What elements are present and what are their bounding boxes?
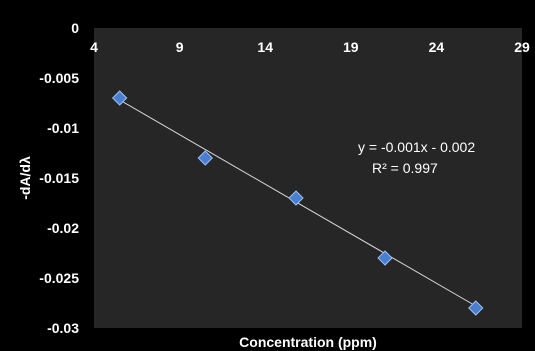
y-tick-label: 0 (71, 20, 79, 36)
y-tick-label: -0.025 (39, 270, 79, 286)
y-axis-title: -dA/dλ (17, 156, 33, 200)
data-points (111, 90, 484, 316)
x-tick-label: 29 (514, 39, 530, 55)
x-tick-label: 9 (176, 39, 184, 55)
r-squared-label: R² = 0.997 (372, 160, 438, 176)
x-tick-label: 19 (343, 39, 359, 55)
y-tick-label: -0.015 (39, 170, 79, 186)
plot-area (94, 28, 522, 328)
trendline-equation: y = -0.001x - 0.002 (358, 139, 475, 155)
data-point (288, 190, 304, 206)
data-point (111, 90, 128, 106)
y-tick-labels: 0 -0.005 -0.01 -0.015 -0.02 -0.025 -0.03 (39, 20, 79, 336)
x-axis-title: Concentration (ppm) (239, 334, 377, 350)
x-tick-label: 14 (257, 39, 273, 55)
data-point (197, 150, 213, 166)
y-tick-label: -0.005 (39, 70, 79, 86)
data-point (377, 250, 393, 266)
x-tick-label: 24 (429, 39, 445, 55)
data-point (468, 300, 484, 316)
y-tick-label: -0.03 (47, 320, 79, 336)
x-tick-label: 4 (90, 39, 98, 55)
y-tick-label: -0.01 (47, 120, 79, 136)
x-tick-labels: 4 9 14 19 24 29 (90, 39, 530, 55)
y-tick-label: -0.02 (47, 220, 79, 236)
